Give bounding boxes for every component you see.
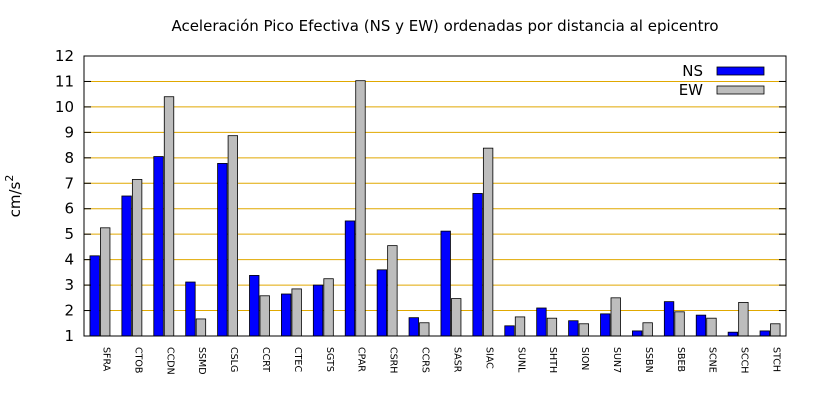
y-tick-label: 2 bbox=[64, 302, 74, 320]
bar-ns-ccrt bbox=[249, 275, 260, 337]
x-tick-label: SBEB bbox=[675, 347, 686, 372]
x-tick-label: SUNL bbox=[515, 347, 526, 373]
bar-ew-siac bbox=[482, 147, 494, 337]
bar-ns-cslg bbox=[217, 163, 228, 337]
bar-ew-stch bbox=[770, 323, 781, 337]
y-tick-label: 12 bbox=[55, 47, 74, 65]
x-tick-label: SSBN bbox=[643, 347, 654, 373]
bar-ew-ccrt bbox=[259, 295, 270, 337]
bar-ew-csrh bbox=[387, 245, 398, 337]
bar-ns-sun7 bbox=[600, 313, 611, 337]
x-tick-label: STCH bbox=[771, 347, 782, 372]
y-tick-label: 5 bbox=[64, 225, 74, 243]
bar-ew-sbeb bbox=[674, 311, 685, 337]
x-tick-label: CPAR bbox=[356, 347, 367, 372]
bar-ew-scne bbox=[706, 317, 717, 337]
x-tick-label: SIAC bbox=[483, 347, 494, 369]
plot-border bbox=[83, 55, 787, 337]
bar-ns-ctob bbox=[121, 195, 132, 337]
bar-ew-ccrs bbox=[419, 322, 430, 337]
bar-ns-csrh bbox=[376, 269, 388, 337]
x-axis-ticks: SFRA CTOB CCDN SSMD CSLG CCRT CTEC SGTS CPAR CSRH… bbox=[100, 347, 781, 375]
x-tick-label: SASR bbox=[451, 347, 462, 373]
y-axis-label-unit: cm/s bbox=[6, 181, 24, 217]
y-tick-label: 4 bbox=[64, 251, 74, 269]
bar-ns-cpar bbox=[344, 220, 356, 337]
bar-ew-sunl bbox=[514, 316, 526, 337]
y-axis-label: cm/s2 bbox=[3, 175, 24, 218]
bar-ew-cslg bbox=[227, 135, 238, 337]
x-tick-label: SUN7 bbox=[611, 347, 622, 373]
x-tick-label: CSRH bbox=[388, 347, 399, 373]
x-tick-label: SSMD bbox=[196, 347, 207, 375]
x-tick-label: CSLG bbox=[228, 347, 239, 372]
x-tick-label: SCCH bbox=[739, 347, 750, 373]
bars bbox=[89, 80, 781, 337]
bar-ns-scne bbox=[695, 314, 707, 337]
bar-ew-sasr bbox=[451, 298, 462, 337]
bar-ns-scch bbox=[727, 331, 739, 337]
bar-ns-sbeb bbox=[663, 301, 675, 337]
bar-ew-cpar bbox=[355, 80, 366, 337]
bar-ew-sgts bbox=[323, 278, 334, 337]
bar-ns-sunl bbox=[504, 325, 515, 337]
bar-ew-ctob bbox=[131, 179, 143, 337]
bar-ns-siac bbox=[472, 193, 483, 337]
y-axis-label-superscript: 2 bbox=[3, 175, 16, 182]
x-tick-label: SHTH bbox=[547, 347, 558, 373]
bar-ew-scch bbox=[738, 301, 749, 337]
legend-label-ns: NS bbox=[682, 62, 703, 80]
bar-ns-ssmd bbox=[185, 281, 196, 337]
legend-swatch-ns bbox=[716, 66, 765, 76]
bar-ns-sasr bbox=[440, 230, 451, 337]
bar-ns-shth bbox=[536, 307, 547, 337]
bar-ew-ctec bbox=[291, 288, 302, 337]
bar-ns-sgts bbox=[312, 284, 324, 337]
bar-ns-ccrs bbox=[408, 317, 419, 337]
x-tick-label: CTOB bbox=[132, 347, 143, 373]
bar-ew-sun7 bbox=[610, 297, 621, 337]
y-tick-label: 7 bbox=[64, 174, 74, 192]
bar-ns-ccdn bbox=[153, 156, 164, 337]
bar-ew-ccdn bbox=[163, 96, 175, 337]
legend-swatch-ew bbox=[716, 85, 765, 95]
bar-ew-ssmd bbox=[195, 318, 207, 337]
bar-ns-ssbn bbox=[632, 330, 643, 337]
y-tick-label: 3 bbox=[64, 276, 74, 294]
x-tick-label: CCRS bbox=[420, 347, 431, 373]
bar-ew-ssbn bbox=[642, 322, 653, 337]
x-tick-label: SGTS bbox=[324, 347, 335, 372]
x-tick-label: CTEC bbox=[292, 347, 303, 372]
legend-label-ew: EW bbox=[679, 81, 703, 99]
x-tick-label: CCDN bbox=[164, 347, 175, 375]
y-tick-label: 10 bbox=[55, 98, 74, 116]
y-tick-label: 11 bbox=[55, 72, 74, 90]
x-tick-label: SFRA bbox=[100, 347, 111, 372]
bar-ns-sion bbox=[568, 320, 579, 337]
y-tick-label: 1 bbox=[64, 327, 74, 345]
grid-lines bbox=[84, 80, 786, 312]
bar-ns-stch bbox=[759, 330, 770, 337]
x-tick-label: CCRT bbox=[260, 347, 271, 372]
y-tick-label: 6 bbox=[64, 200, 74, 218]
y-tick-label: 9 bbox=[64, 123, 74, 141]
bar-ew-sion bbox=[578, 323, 589, 337]
bar-ew-sfra bbox=[100, 227, 111, 337]
x-tick-label: SCNE bbox=[707, 347, 718, 373]
y-tick-label: 8 bbox=[64, 149, 74, 167]
bar-ew-shth bbox=[546, 317, 558, 337]
x-tick-label: SION bbox=[579, 347, 590, 370]
bar-ns-sfra bbox=[89, 255, 100, 337]
chart-title: Aceleración Pico Efectiva (NS y EW) orde… bbox=[171, 17, 718, 35]
bar-ns-ctec bbox=[281, 293, 292, 337]
